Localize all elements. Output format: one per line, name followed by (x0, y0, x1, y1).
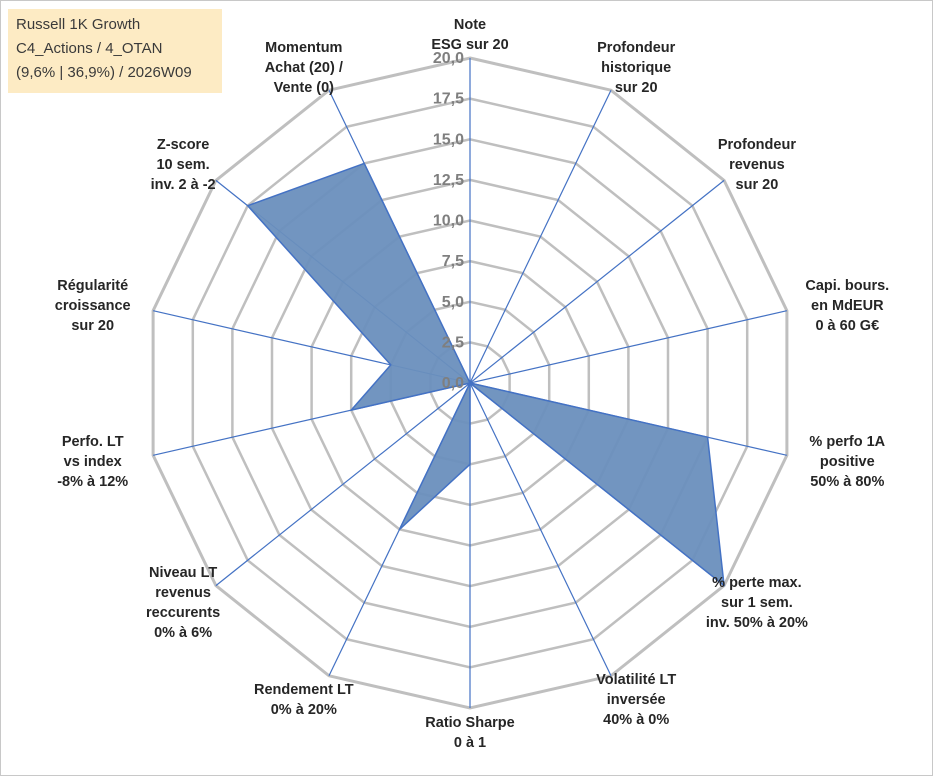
axis-label-12-line-3: sur 20 (71, 318, 114, 334)
axis-label-7-line-3: 40% à 0% (603, 712, 669, 728)
axis-label-10-line-2: revenus (155, 585, 211, 601)
tick-label-0: 0,0 (442, 375, 464, 392)
spoke-2 (469, 89, 612, 384)
axis-label-9-line-2: 0% à 20% (271, 702, 337, 718)
axis-label-13-line-2: 10 sem. (156, 157, 209, 173)
axis-label-2: Profondeur historique sur 20 (597, 40, 675, 96)
axis-label-3-line-2: revenus (729, 157, 785, 173)
spoke-7 (469, 382, 612, 677)
tick-label-7: 17,5 (433, 91, 464, 108)
axis-label-13-line-1: Z-score (157, 137, 209, 153)
title-line-1: Russell 1K Growth (16, 16, 141, 33)
axis-label-9-line-1: Rendement LT (254, 682, 354, 698)
axis-label-11: Perfo. LT vs index -8% à 12% (57, 434, 128, 490)
axis-label-4-line-3: 0 à 60 G€ (815, 318, 879, 334)
axis-label-10-line-1: Niveau LT (149, 565, 217, 581)
axis-label-11-line-1: Perfo. LT (62, 434, 124, 450)
spoke-3 (469, 179, 725, 384)
axis-label-7-line-2: inversée (607, 692, 666, 708)
axis-label-6-line-1: % perte max. (712, 575, 801, 591)
tick-label-8: 20,0 (433, 50, 464, 67)
axis-label-14-line-3: Vente (0) (274, 80, 335, 96)
axis-label-4-line-1: Capi. bours. (805, 278, 889, 294)
axis-label-4-line-2: en MdEUR (811, 298, 884, 314)
axis-label-7-line-1: Volatilité LT (596, 672, 676, 688)
axis-label-14-line-2: Achat (20) / (265, 60, 343, 76)
tick-label-4: 10,0 (433, 213, 464, 230)
spoke-4 (469, 310, 788, 384)
axis-label-2-line-2: historique (601, 60, 671, 76)
axis-label-8: Ratio Sharpe 0 à 1 (425, 715, 514, 751)
axis-label-4: Capi. bours. en MdEUR 0 à 60 G€ (805, 278, 889, 334)
axis-label-10-line-4: 0% à 6% (154, 625, 212, 641)
axis-label-6-line-3: inv. 50% à 20% (706, 615, 808, 631)
axis-label-3: Profondeur revenus sur 20 (718, 137, 796, 193)
axis-label-2-line-3: sur 20 (615, 80, 658, 96)
axis-label-1: Note ESG sur 20 (431, 17, 508, 53)
axis-label-5: % perfo 1A positive 50% à 80% (809, 434, 885, 490)
tick-label-2: 5,0 (442, 294, 464, 311)
axis-label-5-line-2: positive (820, 454, 875, 470)
axis-label-1-line-1: Note (454, 17, 486, 33)
axis-label-5-line-1: % perfo 1A (809, 434, 885, 450)
axis-label-11-line-3: -8% à 12% (57, 474, 128, 490)
axis-label-3-line-1: Profondeur (718, 137, 796, 153)
spoke-10 (215, 382, 471, 587)
axis-label-3-line-3: sur 20 (736, 177, 779, 193)
tick-label-5: 12,5 (433, 172, 464, 189)
data-area (246, 162, 725, 587)
axis-label-10-line-3: reccurents (146, 605, 220, 621)
title-box: Russell 1K Growth C4_Actions / 4_OTAN (9… (8, 9, 222, 93)
title-line-3: (9,6% | 36,9%) / 2026W09 (16, 64, 192, 81)
axis-label-6: % perte max. sur 1 sem. inv. 50% à 20% (706, 575, 808, 631)
axis-label-7: Volatilité LT inversée 40% à 0% (596, 672, 676, 728)
axis-label-11-line-2: vs index (64, 454, 122, 470)
axis-label-12: Régularité croissance sur 20 (55, 278, 131, 334)
axis-label-1-line-2: ESG sur 20 (431, 37, 508, 53)
axis-label-5-line-3: 50% à 80% (810, 474, 884, 490)
axis-label-6-line-2: sur 1 sem. (721, 595, 793, 611)
title-line-2: C4_Actions / 4_OTAN (16, 40, 163, 57)
axis-label-8-line-2: 0 à 1 (454, 735, 486, 751)
axis-label-14-line-1: Momentum (265, 40, 342, 56)
tick-label-6: 15,0 (433, 131, 464, 148)
tick-label-1: 2,5 (442, 334, 464, 351)
axis-label-2-line-1: Profondeur (597, 40, 675, 56)
axis-label-12-line-2: croissance (55, 298, 131, 314)
axis-label-8-line-1: Ratio Sharpe (425, 715, 514, 731)
axis-label-13-line-3: inv. 2 à -2 (151, 177, 216, 193)
axis-label-13: Z-score 10 sem. inv. 2 à -2 (151, 137, 216, 193)
axis-label-14: Momentum Achat (20) / Vente (0) (265, 40, 343, 96)
axis-label-12-line-1: Régularité (57, 278, 128, 294)
axis-label-9: Rendement LT 0% à 20% (254, 682, 354, 718)
axis-label-10: Niveau LT revenus reccurents 0% à 6% (146, 565, 220, 641)
tick-label-3: 7,5 (442, 253, 464, 270)
